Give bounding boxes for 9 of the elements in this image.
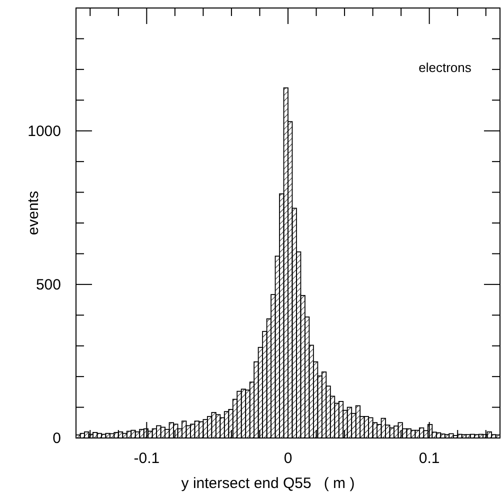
annotation: electrons bbox=[418, 60, 472, 75]
y-tick-label: 0 bbox=[52, 430, 61, 447]
x-axis-title: y intersect end Q55 ( m ) bbox=[181, 475, 355, 492]
x-tick-label: 0 bbox=[284, 450, 292, 467]
y-tick-label: 500 bbox=[36, 276, 61, 294]
y-tick-label: 1000 bbox=[28, 122, 61, 140]
x-tick-label: 0.1 bbox=[418, 450, 440, 467]
x-tick-label: -0.1 bbox=[134, 450, 160, 467]
y-axis-title: events bbox=[25, 190, 42, 236]
